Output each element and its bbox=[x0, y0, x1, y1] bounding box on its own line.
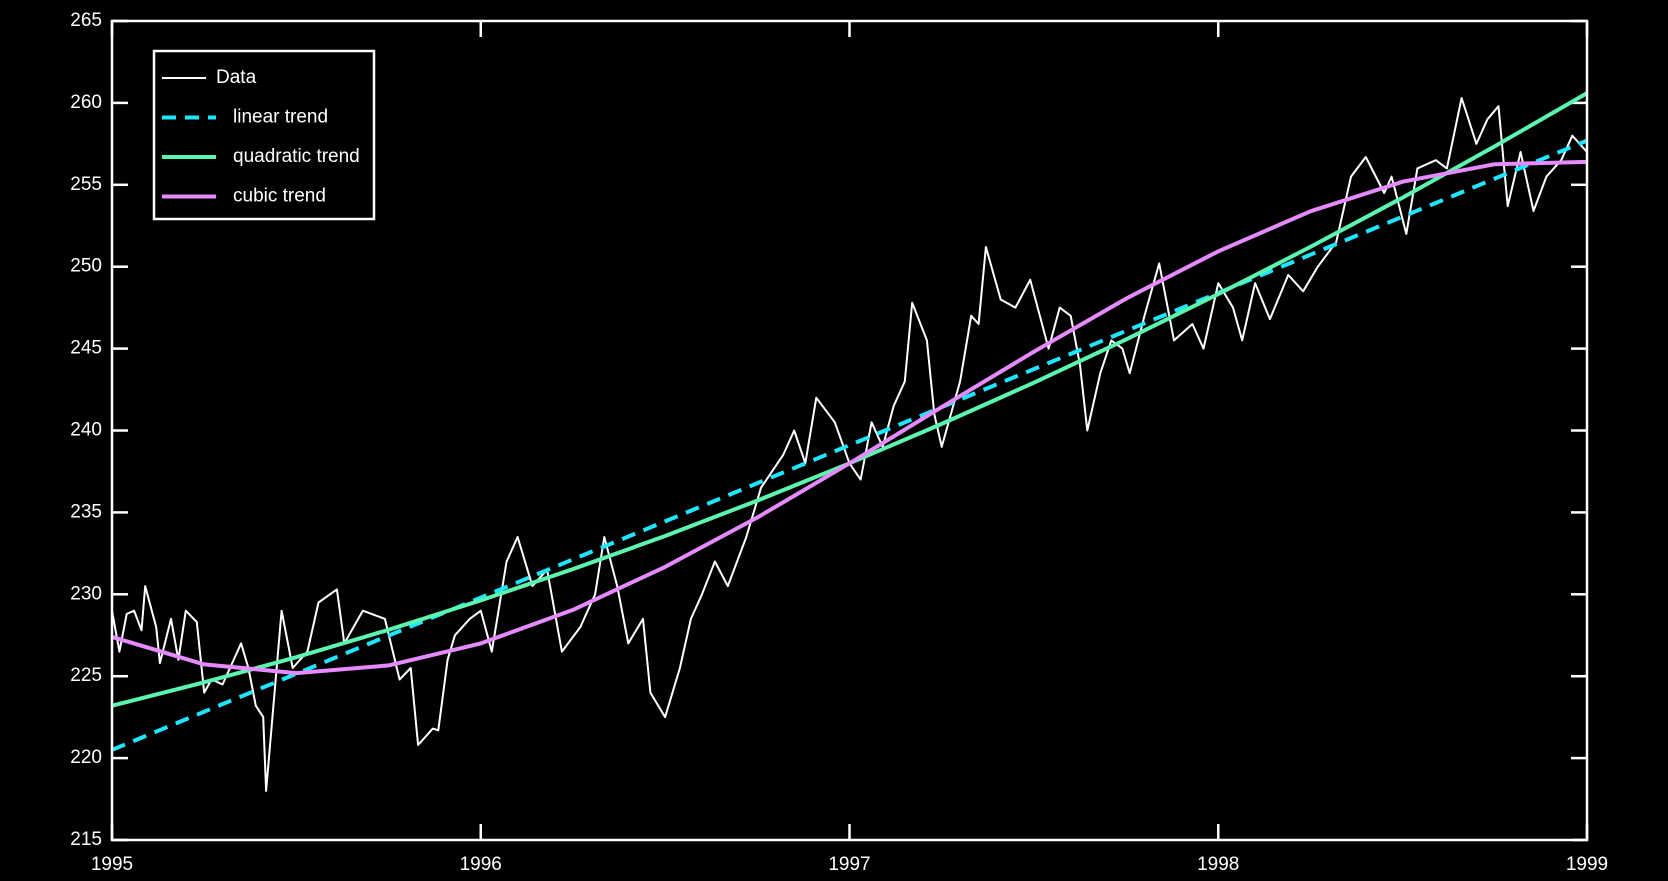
legend-label: quadratic trend bbox=[233, 146, 360, 167]
y-tick-label: 235 bbox=[70, 501, 102, 522]
y-tick-label: 255 bbox=[70, 174, 102, 195]
x-tick-label: 1995 bbox=[91, 854, 133, 875]
series-line bbox=[111, 159, 1588, 676]
x-tick-label: 1996 bbox=[460, 854, 502, 875]
y-tick-label: 260 bbox=[70, 92, 102, 113]
x-tick-label: 1999 bbox=[1566, 854, 1608, 875]
y-tick-label: 225 bbox=[70, 665, 102, 686]
plot-frame bbox=[110, 19, 1589, 842]
x-tick-label: 1997 bbox=[828, 854, 870, 875]
y-tick-label: 230 bbox=[70, 583, 102, 604]
y-tick-label: 240 bbox=[70, 420, 102, 441]
y-tick-label: 215 bbox=[70, 829, 102, 850]
y-tick-label: 265 bbox=[70, 10, 102, 31]
y-tick-label: 250 bbox=[70, 256, 102, 277]
x-tick-label: 1998 bbox=[1197, 854, 1239, 875]
legend-label: linear trend bbox=[233, 107, 328, 128]
legend-label: Data bbox=[216, 67, 257, 88]
series-line bbox=[111, 97, 1588, 792]
series-line bbox=[111, 138, 1588, 752]
y-tick-label: 245 bbox=[70, 338, 102, 359]
legend-label: cubic trend bbox=[233, 186, 326, 207]
y-tick-label: 220 bbox=[70, 747, 102, 768]
